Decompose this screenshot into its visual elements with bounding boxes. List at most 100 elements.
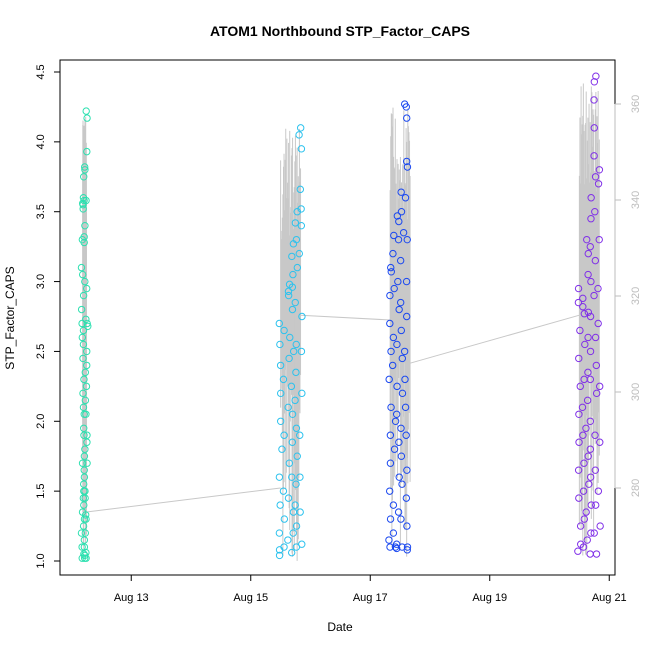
- data-point: [398, 389, 407, 398]
- data-point: [583, 536, 591, 544]
- data-point: [297, 145, 306, 153]
- data-point: [280, 431, 288, 439]
- data-point: [403, 543, 412, 551]
- data-point: [390, 445, 399, 453]
- data-point: [288, 305, 297, 314]
- data-point: [80, 501, 88, 509]
- data-point: [386, 291, 394, 300]
- data-point: [82, 196, 90, 205]
- data-point: [83, 284, 91, 293]
- data-point: [395, 438, 403, 446]
- data-point: [398, 354, 407, 363]
- data-point: [279, 487, 288, 495]
- data-point: [586, 242, 594, 251]
- data-point: [584, 308, 593, 317]
- data-point: [295, 249, 303, 258]
- y-axis: 1.0 1.5 2.0 2.5 3.0 3.5 4.0 4.5: [35, 64, 61, 569]
- data-point: [82, 554, 90, 562]
- data-point: [291, 219, 300, 227]
- data-point: [395, 473, 403, 481]
- data-point: [80, 466, 88, 474]
- data-point: [293, 263, 302, 272]
- y-tick-label: 1.0: [35, 553, 47, 568]
- data-point: [595, 235, 603, 244]
- data-point: [297, 347, 306, 356]
- secondary-connector-line: [409, 314, 580, 364]
- data-points: [77, 72, 604, 562]
- data-point: [397, 326, 405, 335]
- data-point: [298, 312, 306, 321]
- data-point: [397, 188, 405, 196]
- secondary-y-tick-label: 360: [630, 95, 642, 113]
- data-point: [386, 431, 395, 439]
- data-point: [275, 473, 284, 481]
- data-point: [81, 487, 89, 495]
- data-point: [582, 508, 590, 516]
- data-point: [575, 438, 583, 446]
- data-point: [291, 298, 299, 307]
- data-point: [403, 114, 411, 122]
- data-point: [277, 389, 285, 398]
- data-point: [292, 522, 301, 530]
- data-point: [292, 424, 301, 432]
- data-point: [292, 480, 300, 488]
- data-point: [298, 389, 306, 398]
- data-point: [591, 256, 600, 265]
- data-point: [586, 445, 595, 453]
- data-point: [584, 249, 592, 258]
- data-point: [590, 291, 598, 300]
- data-point: [79, 291, 88, 300]
- data-point: [587, 194, 595, 202]
- data-point: [277, 417, 285, 425]
- data-point: [276, 361, 285, 370]
- data-point: [587, 277, 595, 286]
- data-point: [586, 312, 595, 321]
- data-point: [584, 452, 592, 460]
- data-point: [82, 410, 90, 418]
- data-point: [82, 315, 90, 323]
- data-point: [579, 294, 587, 303]
- secondary-series-spikes: [82, 83, 600, 561]
- data-point: [80, 452, 89, 460]
- data-point: [592, 501, 600, 509]
- data-point: [398, 480, 406, 488]
- data-point: [392, 410, 401, 418]
- data-point: [397, 208, 406, 216]
- y-tick-label: 4.0: [35, 134, 47, 149]
- data-point: [81, 494, 89, 502]
- data-point: [386, 319, 394, 328]
- data-point: [387, 263, 395, 272]
- data-point: [579, 303, 587, 311]
- x-tick-label: Aug 13: [114, 592, 149, 604]
- data-point: [291, 501, 299, 509]
- data-point: [587, 215, 595, 223]
- data-point: [579, 431, 587, 439]
- data-point: [83, 347, 91, 356]
- data-point: [574, 284, 583, 293]
- data-point: [288, 283, 297, 291]
- data-point: [394, 277, 402, 286]
- data-point: [385, 536, 393, 544]
- data-point: [80, 233, 88, 241]
- data-point: [280, 515, 289, 523]
- data-point: [82, 107, 90, 115]
- data-point: [386, 515, 395, 523]
- data-point: [275, 319, 283, 328]
- data-point: [399, 228, 408, 237]
- data-point: [288, 438, 297, 446]
- data-point: [595, 166, 604, 174]
- data-point: [387, 268, 395, 276]
- data-point: [288, 410, 297, 418]
- data-point: [284, 291, 293, 300]
- data-point: [578, 403, 587, 412]
- data-point: [81, 529, 90, 537]
- data-point: [81, 221, 89, 230]
- data-point: [84, 322, 92, 330]
- data-point: [83, 431, 91, 439]
- data-point: [401, 194, 410, 202]
- data-point: [591, 208, 599, 216]
- data-point: [280, 326, 288, 335]
- data-point: [594, 487, 603, 495]
- data-point: [403, 312, 411, 321]
- secondary-y-axis: 280 300 320 340 360: [614, 95, 642, 497]
